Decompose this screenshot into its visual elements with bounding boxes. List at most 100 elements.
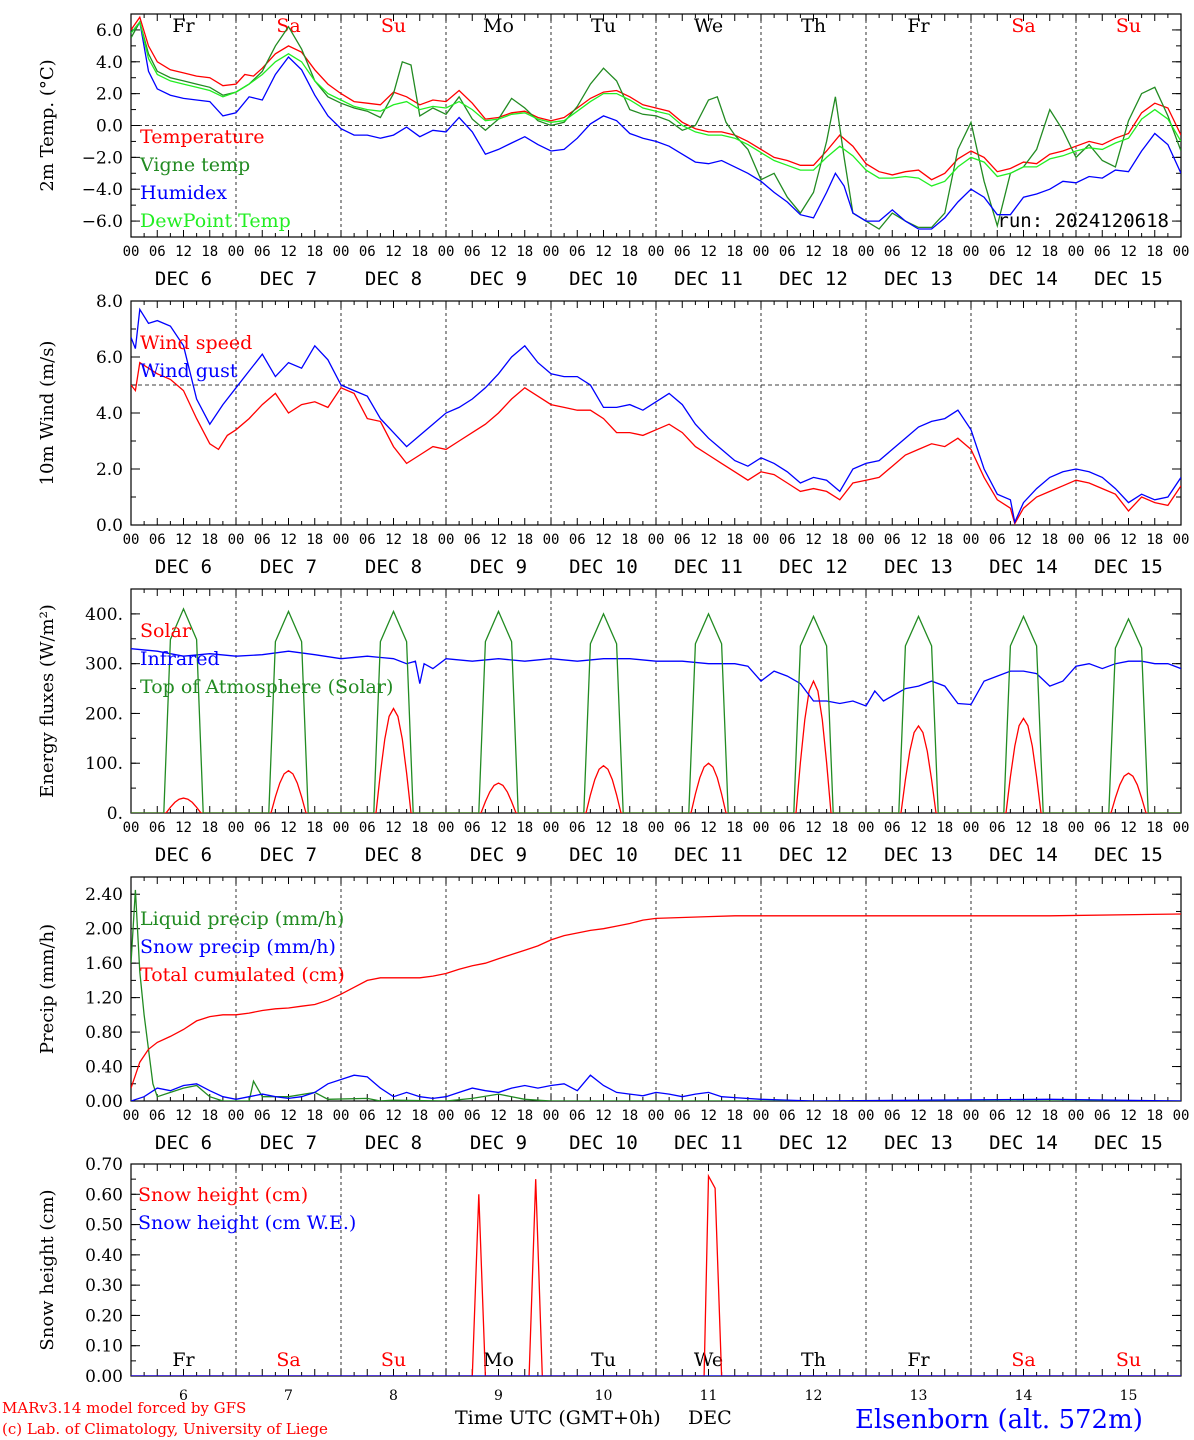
hour-label: 18 (831, 532, 848, 548)
hour-label: 00 (228, 1108, 245, 1124)
hour-label: 00 (543, 532, 560, 548)
hour-label: 18 (831, 244, 848, 260)
hour-label: 00 (1068, 1108, 1085, 1124)
y-tick-label: 2.0 (96, 460, 123, 480)
weekday-label: Fr (907, 15, 930, 37)
date-label: DEC 9 (470, 268, 527, 290)
y-tick-label: 200. (85, 704, 123, 724)
weekday-label: Su (1116, 15, 1141, 37)
date-label: DEC 13 (884, 268, 953, 290)
hour-label: 18 (621, 532, 638, 548)
day-number-label: 6 (179, 1388, 188, 1404)
hour-label: 12 (700, 532, 717, 548)
hour-label: 12 (490, 532, 507, 548)
x-axis-month: DEC (688, 1407, 732, 1429)
hour-label: 18 (936, 532, 953, 548)
hour-label: 00 (123, 1108, 140, 1124)
y-tick-label: 0.30 (85, 1276, 123, 1296)
hour-label: 06 (674, 820, 691, 836)
y-tick-label: 1.60 (85, 954, 123, 974)
date-label: DEC 7 (260, 268, 317, 290)
hour-label: 00 (228, 244, 245, 260)
date-label: DEC 11 (674, 1132, 743, 1154)
hour-label: 00 (753, 532, 770, 548)
date-label: DEC 7 (260, 556, 317, 578)
date-label: DEC 15 (1094, 844, 1163, 866)
hour-label: 18 (201, 244, 218, 260)
weekday-label: We (694, 1349, 723, 1371)
y-tick-label: 100. (85, 754, 123, 774)
model-credit: MARv3.14 model forced by GFS (2, 1399, 246, 1417)
hour-label: 12 (280, 532, 297, 548)
date-label: DEC 14 (989, 844, 1058, 866)
hour-label: 00 (543, 820, 560, 836)
y-tick-label: 8.0 (96, 292, 123, 312)
hour-label: 06 (464, 1108, 481, 1124)
hour-label: 06 (674, 244, 691, 260)
hour-label: 00 (1173, 244, 1190, 260)
y-tick-label: 0.70 (85, 1155, 123, 1175)
date-label: DEC 8 (365, 1132, 422, 1154)
hour-label: 12 (490, 820, 507, 836)
weekday-label: Su (1116, 1349, 1141, 1371)
legend-entry: Solar (140, 620, 192, 642)
hour-label: 12 (700, 820, 717, 836)
date-label: DEC 12 (779, 268, 848, 290)
y-tick-label: 2.00 (85, 920, 123, 940)
hour-label: 18 (726, 820, 743, 836)
hour-label: 12 (805, 244, 822, 260)
hour-label: 12 (490, 244, 507, 260)
hour-label: 00 (438, 244, 455, 260)
legend-entry: Top of Atmosphere (Solar) (140, 676, 393, 698)
plot-frame (130, 588, 1182, 814)
y-tick-label: 400. (85, 605, 123, 625)
date-label: DEC 13 (884, 1132, 953, 1154)
series-line-solar (131, 679, 1181, 813)
hour-label: 00 (438, 532, 455, 548)
hour-label: 06 (149, 244, 166, 260)
legend-entry: Vigne temp (139, 154, 250, 176)
series-line-top-of-atmosphere-solar (131, 607, 1181, 813)
hour-label: 12 (280, 244, 297, 260)
hour-label: 12 (1015, 532, 1032, 548)
series-line-infrared (131, 648, 1181, 707)
day-number-label: 13 (910, 1388, 928, 1404)
hour-label: 06 (884, 820, 901, 836)
hour-label: 12 (490, 1108, 507, 1124)
weekday-label: Mo (483, 1349, 514, 1371)
hour-label: 18 (516, 244, 533, 260)
legend-entry: Humidex (140, 182, 227, 204)
hour-label: 00 (648, 244, 665, 260)
series-line-wind-speed (131, 361, 1181, 525)
series-line-snow-height-cm (131, 1173, 1181, 1376)
day-number-label: 7 (284, 1388, 293, 1404)
y-tick-label: 6.0 (96, 21, 123, 41)
station-name: Elsenborn (alt. 572m) (855, 1405, 1143, 1435)
hour-label: 18 (1041, 244, 1058, 260)
hour-label: 18 (831, 1108, 848, 1124)
weekday-label: Su (381, 1349, 406, 1371)
series-line-vigne-temp (131, 20, 1181, 230)
hour-label: 18 (936, 820, 953, 836)
date-label: DEC 6 (155, 556, 212, 578)
date-label: DEC 13 (884, 844, 953, 866)
legend-entry: Snow height (cm) (138, 1184, 308, 1206)
hour-label: 18 (201, 1108, 218, 1124)
y-tick-label: 6.0 (96, 348, 123, 368)
hour-label: 00 (333, 244, 350, 260)
hour-label: 00 (1068, 820, 1085, 836)
hour-label: 18 (411, 244, 428, 260)
date-label: DEC 12 (779, 844, 848, 866)
hour-label: 12 (175, 820, 192, 836)
date-label: DEC 8 (365, 268, 422, 290)
hour-label: 06 (464, 532, 481, 548)
hour-label: 06 (1094, 244, 1111, 260)
hour-label: 12 (805, 820, 822, 836)
hour-label: 06 (779, 244, 796, 260)
hour-label: 12 (595, 1108, 612, 1124)
hour-label: 06 (779, 820, 796, 836)
hour-label: 06 (464, 244, 481, 260)
legend-entry: Temperature (140, 126, 264, 148)
hour-label: 12 (910, 1108, 927, 1124)
weekday-label: Sa (276, 1349, 300, 1371)
